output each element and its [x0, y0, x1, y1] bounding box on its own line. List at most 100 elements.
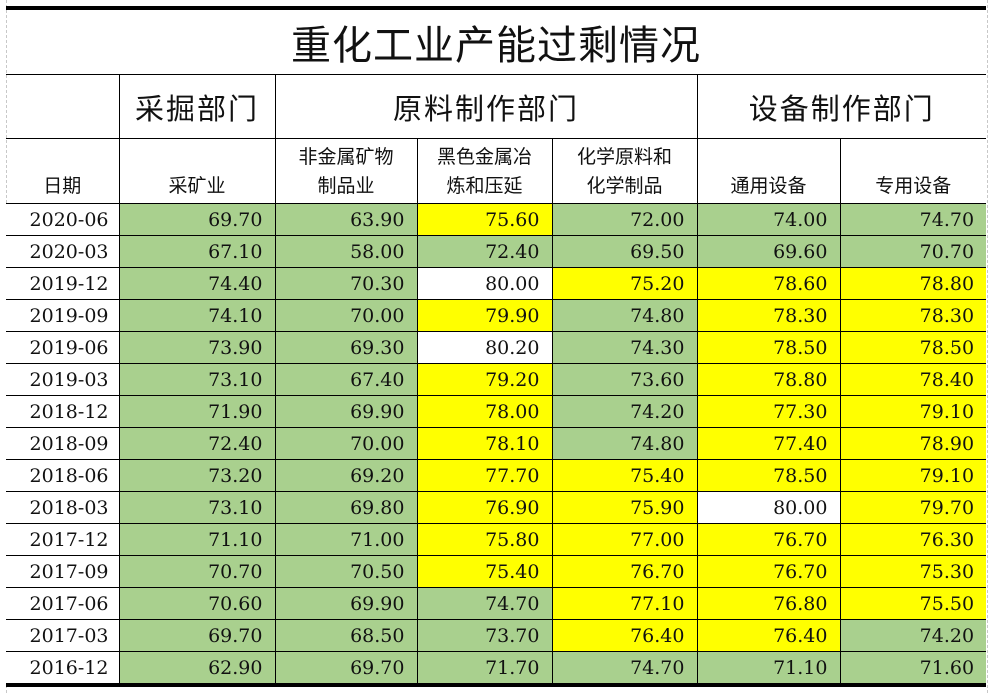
cell-ferrous-metals[interactable]: 75.60 [416, 203, 553, 236]
cell-ferrous-metals[interactable]: 80.20 [416, 331, 553, 364]
cell-mining[interactable]: 69.70 [118, 619, 276, 652]
cell-chemicals[interactable]: 77.00 [551, 523, 698, 556]
cell-date[interactable]: 2019-12 [6, 267, 120, 300]
cell-general-equipment[interactable]: 77.30 [696, 395, 841, 428]
group-blank-cell[interactable] [6, 74, 120, 139]
cell-chemicals[interactable]: 69.50 [551, 235, 698, 268]
cell-chemicals[interactable]: 76.40 [551, 619, 698, 652]
cell-special-equipment[interactable]: 79.10 [839, 395, 987, 428]
cell-chemicals[interactable]: 75.90 [551, 491, 698, 524]
cell-special-equipment[interactable]: 79.70 [839, 491, 987, 524]
cell-ferrous-metals[interactable]: 74.70 [416, 587, 553, 620]
cell-general-equipment[interactable]: 78.60 [696, 267, 841, 300]
group-equipment[interactable]: 设备制作部门 [696, 74, 987, 139]
header-mining-industry[interactable]: 采矿业 [118, 138, 276, 204]
cell-nonmetal-minerals[interactable]: 69.70 [274, 651, 418, 687]
cell-ferrous-metals[interactable]: 76.90 [416, 491, 553, 524]
cell-special-equipment[interactable]: 75.30 [839, 555, 987, 588]
cell-chemicals[interactable]: 74.80 [551, 299, 698, 332]
cell-chemicals[interactable]: 74.20 [551, 395, 698, 428]
cell-nonmetal-minerals[interactable]: 69.90 [274, 587, 418, 620]
cell-nonmetal-minerals[interactable]: 63.90 [274, 203, 418, 236]
cell-nonmetal-minerals[interactable]: 70.30 [274, 267, 418, 300]
cell-special-equipment[interactable]: 74.20 [839, 619, 987, 652]
cell-date[interactable]: 2020-03 [6, 235, 120, 268]
cell-general-equipment[interactable]: 69.60 [696, 235, 841, 268]
cell-mining[interactable]: 73.10 [118, 363, 276, 396]
cell-ferrous-metals[interactable]: 72.40 [416, 235, 553, 268]
cell-chemicals[interactable]: 74.30 [551, 331, 698, 364]
cell-general-equipment[interactable]: 77.40 [696, 427, 841, 460]
cell-general-equipment[interactable]: 78.30 [696, 299, 841, 332]
cell-nonmetal-minerals[interactable]: 67.40 [274, 363, 418, 396]
cell-date[interactable]: 2016-12 [6, 651, 120, 687]
cell-date[interactable]: 2017-03 [6, 619, 120, 652]
cell-date[interactable]: 2020-06 [6, 203, 120, 236]
cell-nonmetal-minerals[interactable]: 69.80 [274, 491, 418, 524]
cell-special-equipment[interactable]: 74.70 [839, 203, 987, 236]
cell-ferrous-metals[interactable]: 73.70 [416, 619, 553, 652]
cell-general-equipment[interactable]: 78.50 [696, 459, 841, 492]
cell-date[interactable]: 2018-09 [6, 427, 120, 460]
header-date[interactable]: 日期 [6, 138, 120, 204]
cell-mining[interactable]: 73.10 [118, 491, 276, 524]
cell-chemicals[interactable]: 75.20 [551, 267, 698, 300]
cell-nonmetal-minerals[interactable]: 70.00 [274, 427, 418, 460]
header-special-equipment[interactable]: 专用设备 [839, 138, 987, 204]
cell-special-equipment[interactable]: 78.90 [839, 427, 987, 460]
cell-general-equipment[interactable]: 78.80 [696, 363, 841, 396]
header-general-equipment[interactable]: 通用设备 [696, 138, 841, 204]
cell-chemicals[interactable]: 75.40 [551, 459, 698, 492]
group-mining[interactable]: 采掘部门 [118, 74, 276, 139]
cell-ferrous-metals[interactable]: 80.00 [416, 267, 553, 300]
cell-ferrous-metals[interactable]: 71.70 [416, 651, 553, 687]
cell-general-equipment[interactable]: 74.00 [696, 203, 841, 236]
cell-date[interactable]: 2019-06 [6, 331, 120, 364]
cell-general-equipment[interactable]: 80.00 [696, 491, 841, 524]
cell-date[interactable]: 2017-06 [6, 587, 120, 620]
cell-special-equipment[interactable]: 78.40 [839, 363, 987, 396]
cell-mining[interactable]: 74.40 [118, 267, 276, 300]
cell-ferrous-metals[interactable]: 75.80 [416, 523, 553, 556]
cell-chemicals[interactable]: 74.70 [551, 651, 698, 687]
cell-chemicals[interactable]: 72.00 [551, 203, 698, 236]
cell-general-equipment[interactable]: 71.10 [696, 651, 841, 687]
cell-mining[interactable]: 70.70 [118, 555, 276, 588]
cell-special-equipment[interactable]: 79.10 [839, 459, 987, 492]
table-title[interactable]: 重化工业产能过剩情况 [6, 6, 987, 75]
cell-nonmetal-minerals[interactable]: 70.00 [274, 299, 418, 332]
group-raw-materials[interactable]: 原料制作部门 [274, 74, 698, 139]
cell-mining[interactable]: 72.40 [118, 427, 276, 460]
cell-date[interactable]: 2017-12 [6, 523, 120, 556]
header-chemicals[interactable]: 化学原料和 化学制品 [551, 138, 698, 204]
cell-mining[interactable]: 62.90 [118, 651, 276, 687]
cell-nonmetal-minerals[interactable]: 69.90 [274, 395, 418, 428]
cell-general-equipment[interactable]: 76.40 [696, 619, 841, 652]
cell-chemicals[interactable]: 73.60 [551, 363, 698, 396]
cell-date[interactable]: 2018-06 [6, 459, 120, 492]
cell-ferrous-metals[interactable]: 79.20 [416, 363, 553, 396]
cell-special-equipment[interactable]: 75.50 [839, 587, 987, 620]
cell-nonmetal-minerals[interactable]: 70.50 [274, 555, 418, 588]
cell-special-equipment[interactable]: 76.30 [839, 523, 987, 556]
cell-special-equipment[interactable]: 78.50 [839, 331, 987, 364]
cell-special-equipment[interactable]: 78.80 [839, 267, 987, 300]
cell-nonmetal-minerals[interactable]: 69.20 [274, 459, 418, 492]
cell-nonmetal-minerals[interactable]: 69.30 [274, 331, 418, 364]
cell-general-equipment[interactable]: 76.80 [696, 587, 841, 620]
cell-mining[interactable]: 73.90 [118, 331, 276, 364]
cell-mining[interactable]: 67.10 [118, 235, 276, 268]
cell-special-equipment[interactable]: 78.30 [839, 299, 987, 332]
cell-nonmetal-minerals[interactable]: 71.00 [274, 523, 418, 556]
cell-ferrous-metals[interactable]: 78.00 [416, 395, 553, 428]
cell-mining[interactable]: 73.20 [118, 459, 276, 492]
cell-date[interactable]: 2019-03 [6, 363, 120, 396]
cell-mining[interactable]: 70.60 [118, 587, 276, 620]
cell-ferrous-metals[interactable]: 75.40 [416, 555, 553, 588]
cell-nonmetal-minerals[interactable]: 68.50 [274, 619, 418, 652]
header-ferrous-metals[interactable]: 黑色金属冶 炼和压延 [416, 138, 553, 204]
cell-mining[interactable]: 71.90 [118, 395, 276, 428]
cell-ferrous-metals[interactable]: 79.90 [416, 299, 553, 332]
cell-date[interactable]: 2019-09 [6, 299, 120, 332]
cell-nonmetal-minerals[interactable]: 58.00 [274, 235, 418, 268]
